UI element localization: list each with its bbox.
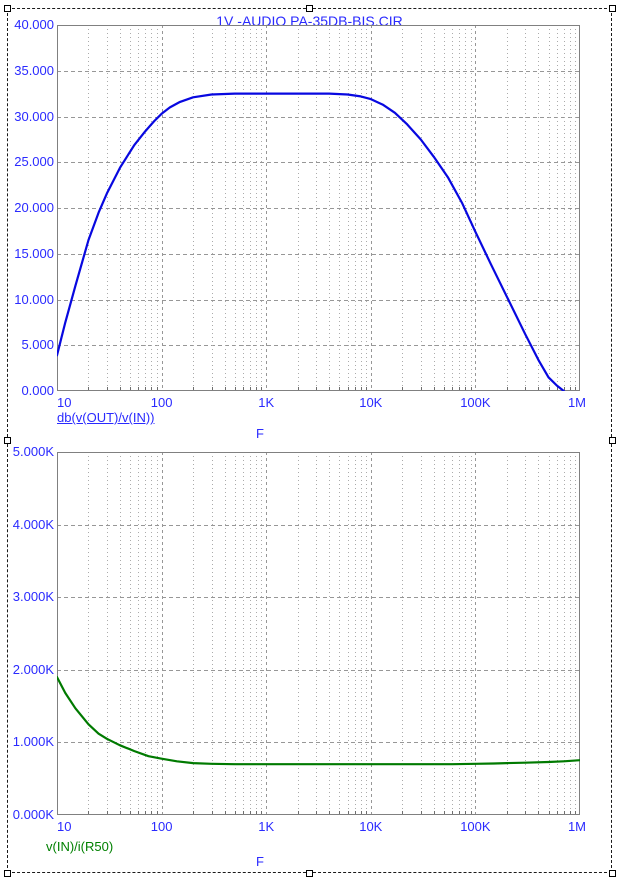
y-tick-label: 40.000 [14,17,54,32]
y-tick-label: 4.000K [12,516,54,532]
x-tick-label: 10K [359,819,383,834]
y-tick-label: 2.000K [12,661,54,677]
selection-handle-mid-left[interactable] [4,437,11,444]
selection-handle-top-right[interactable] [609,5,616,12]
selection-handle-bottom-left[interactable] [4,870,11,877]
y-tick-label: 3.000K [12,589,54,605]
impedance-curve [57,676,580,766]
selection-handle-bottom-center[interactable] [306,870,313,877]
y-tick-label: 5.000 [21,337,54,353]
x-axis-title-impedance: F [256,854,264,869]
impedance-plot-area[interactable] [57,452,580,815]
gain-curve [57,92,565,391]
y-tick-label: 5.000K [12,444,54,459]
x-tick-label: 100 [150,395,173,410]
x-tick-label: 1M [567,395,586,410]
x-tick-label: 10 [57,395,72,410]
x-axis-title-gain: F [256,426,264,441]
y-tick-label: 0.000K [12,807,54,822]
gain-plot-area[interactable] [57,25,580,391]
x-tick-label: 100 [150,819,173,834]
y-tick-label: 10.000 [14,291,54,307]
x-tick-label: 100K [460,395,491,410]
x-tick-label: 1M [567,819,586,834]
x-tick-label: 1K [258,819,275,834]
selection-handle-top-left[interactable] [4,5,11,12]
waveform-label-gain[interactable]: db(v(OUT)/v(IN)) [57,410,155,425]
y-tick-label: 35.000 [14,62,54,78]
x-tick-label: 1K [258,395,275,410]
x-tick-label: 10 [57,819,72,834]
y-tick-label: 0.000 [21,383,54,398]
x-tick-label: 100K [460,819,491,834]
selection-handle-mid-right[interactable] [609,437,616,444]
y-tick-label: 1.000K [12,734,54,750]
x-tick-label: 10K [359,395,383,410]
y-tick-label: 20.000 [14,200,54,215]
selection-handle-bottom-right[interactable] [609,870,616,877]
y-tick-label: 30.000 [14,108,54,124]
selection-handle-top-center[interactable] [306,5,313,12]
y-tick-label: 25.000 [14,154,54,170]
waveform-label-impedance[interactable]: v(IN)/i(R50) [46,839,114,854]
y-tick-label: 15.000 [14,245,54,261]
